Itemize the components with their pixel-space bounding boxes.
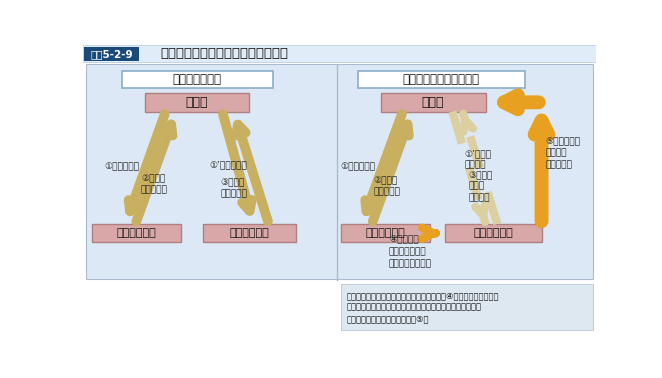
FancyBboxPatch shape <box>84 47 138 61</box>
Text: 図表5-2-9: 図表5-2-9 <box>90 49 133 59</box>
Text: ④情報提供
・資格取得情報
・賞与支払情報等: ④情報提供 ・資格取得情報 ・賞与支払情報等 <box>389 235 432 268</box>
Text: ①’届出を提出: ①’届出を提出 <box>209 160 247 169</box>
FancyBboxPatch shape <box>86 64 592 279</box>
Text: ②届出の
結果を通知: ②届出の 結果を通知 <box>141 174 167 194</box>
Text: ①届出を提出: ①届出を提出 <box>105 163 140 172</box>
Text: 事業主: 事業主 <box>185 96 208 109</box>
Text: ②届出の
結果を通知: ②届出の 結果を通知 <box>373 175 401 196</box>
Text: ⑤届出内容の
確認及び
届出の督促: ⑤届出内容の 確認及び 届出の督促 <box>545 137 581 169</box>
Text: ③通知の
事項を届出: ③通知の 事項を届出 <box>220 177 248 198</box>
Text: 基金へ定期的に情報提供する仕組み: 基金へ定期的に情報提供する仕組み <box>160 47 288 60</box>
Text: 不一致再発防止策（案）: 不一致再発防止策（案） <box>402 73 479 86</box>
Text: 【例】資格取得届の情報が提供された場合（④）、基金において事
　実確認をしたところ、届出漏れが判明。基金は事業主に対
　し資格取得届の提出を督促（⑤）: 【例】資格取得届の情報が提供された場合（④）、基金において事 実確認をしたところ… <box>346 291 498 324</box>
Text: 厚生年金基金: 厚生年金基金 <box>230 228 269 238</box>
FancyBboxPatch shape <box>122 71 273 88</box>
FancyBboxPatch shape <box>341 224 430 242</box>
Text: 事業主: 事業主 <box>422 96 444 109</box>
FancyBboxPatch shape <box>203 224 296 242</box>
Text: 日本年金機構: 日本年金機構 <box>117 228 156 238</box>
FancyBboxPatch shape <box>83 45 596 62</box>
Text: ①届出を提出: ①届出を提出 <box>341 163 376 172</box>
FancyBboxPatch shape <box>381 93 486 112</box>
FancyBboxPatch shape <box>358 71 524 88</box>
Text: 日本年金機構: 日本年金機構 <box>365 228 405 238</box>
Text: ③通知の
事項を
届出せず: ③通知の 事項を 届出せず <box>469 170 493 203</box>
FancyBboxPatch shape <box>92 224 181 242</box>
Text: 厚生年金基金: 厚生年金基金 <box>473 228 513 238</box>
FancyBboxPatch shape <box>446 224 542 242</box>
FancyBboxPatch shape <box>341 284 592 330</box>
FancyBboxPatch shape <box>145 93 250 112</box>
Text: ①’届出を
提出せず: ①’届出を 提出せず <box>464 149 491 170</box>
Text: 現行の事務処理: 現行の事務処理 <box>172 73 221 86</box>
